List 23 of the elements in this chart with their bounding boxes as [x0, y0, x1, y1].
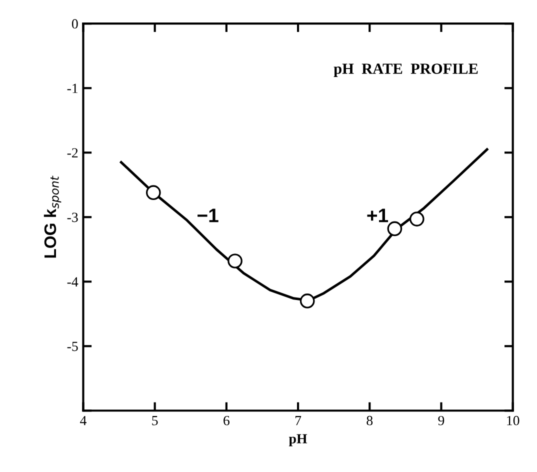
x-tick-label: 8	[366, 416, 373, 426]
x-tick-label: 5	[152, 416, 158, 426]
y-axis-title: LOG k$_{spont}$	[44, 176, 62, 258]
point	[300, 294, 315, 308]
x-tick-label: 9	[438, 416, 444, 426]
x-axis-title: pH	[288, 434, 308, 446]
annotation: +1	[367, 208, 388, 222]
x-tick-label: 7	[295, 416, 302, 426]
y-tick-label: -2	[67, 148, 78, 158]
x-tick-label: 4	[80, 416, 86, 426]
y-tick-label: -1	[67, 84, 78, 93]
point	[387, 221, 402, 236]
y-tick-label: -5	[67, 342, 78, 352]
annotation: −1	[198, 208, 218, 222]
point	[409, 212, 424, 226]
y-tick-label: -4	[67, 277, 78, 286]
x-tick-label: 6	[224, 416, 230, 426]
annotation: pH RATE PROFILE	[334, 64, 478, 77]
x-tick-label: 10	[507, 416, 520, 426]
y-tick-label: 0	[72, 19, 78, 29]
y-tick-label: -3	[67, 212, 78, 222]
point	[228, 254, 242, 268]
point	[146, 185, 161, 200]
